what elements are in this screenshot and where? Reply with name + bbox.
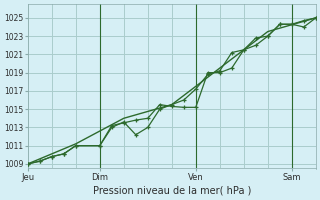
X-axis label: Pression niveau de la mer( hPa ): Pression niveau de la mer( hPa ) [92,186,251,196]
